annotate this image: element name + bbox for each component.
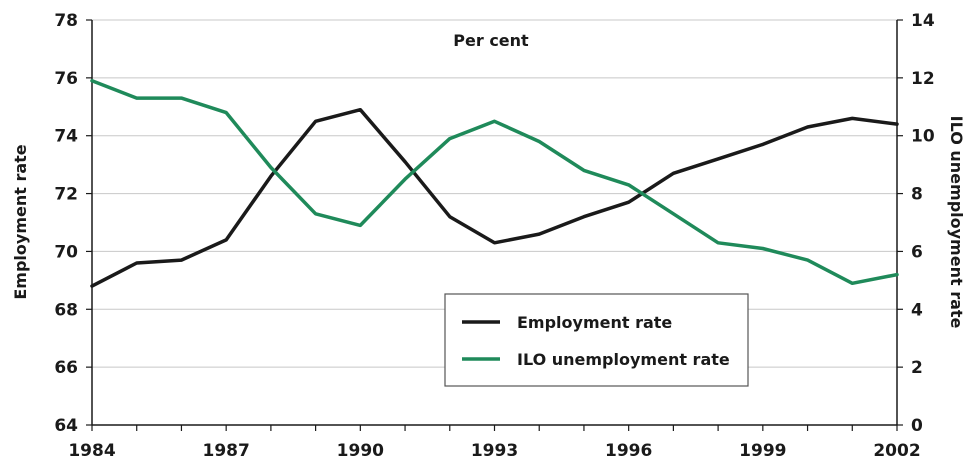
legend: Employment rate ILO unemployment rate bbox=[444, 293, 749, 387]
x-tick-label: 1984 bbox=[68, 441, 115, 461]
y-tick-label: 72 bbox=[54, 185, 78, 205]
left-axis-title: Employment rate bbox=[11, 144, 30, 299]
y2-tick-label: 6 bbox=[911, 242, 923, 262]
y-tick-label: 78 bbox=[54, 11, 78, 31]
y-tick-label: 70 bbox=[54, 242, 78, 262]
x-tick-label: 1996 bbox=[605, 441, 652, 461]
x-tick-label: 1990 bbox=[337, 441, 384, 461]
x-tick-label: 2002 bbox=[873, 441, 920, 461]
y2-tick-label: 4 bbox=[911, 300, 923, 320]
y-tick-label: 64 bbox=[54, 416, 78, 436]
y2-tick-label: 2 bbox=[911, 358, 923, 378]
right-y-axis-ticks: 0 2 4 6 8 10 12 14 bbox=[897, 11, 935, 436]
right-axis-title: ILO unemployment rate bbox=[947, 116, 966, 329]
series-line-employment-rate bbox=[90, 107, 899, 288]
legend-label-ilo-unemployment-rate: ILO unemployment rate bbox=[517, 350, 730, 369]
x-tick-label: 1993 bbox=[471, 441, 518, 461]
y2-tick-label: 0 bbox=[911, 416, 923, 436]
y-tick-label: 74 bbox=[54, 127, 78, 147]
y2-tick-label: 8 bbox=[911, 185, 923, 205]
x-axis-ticks: 1984 1987 1990 1993 1996 1999 2002 bbox=[68, 425, 921, 461]
y-tick-label: 66 bbox=[54, 358, 78, 378]
y2-tick-label: 10 bbox=[911, 127, 935, 147]
y-tick-label: 68 bbox=[54, 300, 78, 320]
per-cent-annotation: Per cent bbox=[453, 31, 529, 50]
legend-label-employment-rate: Employment rate bbox=[517, 313, 672, 332]
legend-box bbox=[444, 293, 749, 387]
left-y-axis-ticks: 64 66 68 70 72 74 76 78 bbox=[54, 11, 92, 436]
series-lines bbox=[90, 79, 899, 288]
gridlines bbox=[92, 19, 897, 368]
y2-tick-label: 12 bbox=[911, 69, 935, 89]
x-tick-label: 1987 bbox=[203, 441, 250, 461]
y-tick-label: 76 bbox=[54, 69, 78, 89]
y2-tick-label: 14 bbox=[911, 11, 935, 31]
series-line-ilo-unemployment-rate bbox=[90, 79, 899, 286]
x-tick-label: 1999 bbox=[739, 441, 786, 461]
